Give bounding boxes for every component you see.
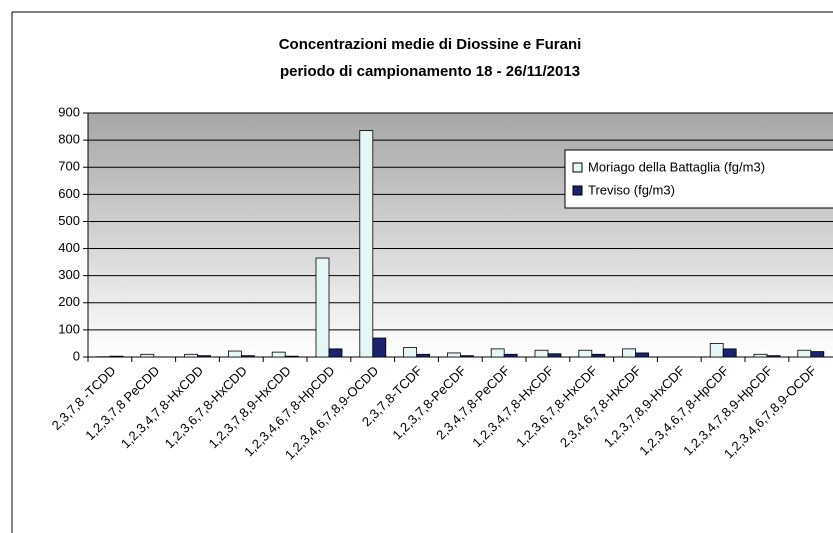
bar (753, 353, 768, 358)
bar (240, 355, 255, 358)
y-tick-label: 100 (58, 321, 80, 336)
legend-box (564, 149, 833, 209)
x-tick-label: 1,2,3,6,7,8-HxCDD (162, 363, 250, 451)
bar (578, 349, 593, 358)
y-tick-label: 0 (73, 348, 80, 363)
x-tick-label: 1,2,3,4,7,8-HxCDF (469, 363, 556, 450)
x-tick-label: 2,3,4,6,7,8-HxCDF (557, 363, 644, 450)
bar (315, 257, 330, 358)
y-tick-label: 200 (58, 294, 80, 309)
y-tick-label: 700 (58, 159, 80, 174)
bar (271, 351, 286, 358)
bar (797, 349, 812, 358)
y-tick-label: 500 (58, 213, 80, 228)
x-tick-label: 1,2,3,6,7,8-HxCDF (513, 363, 600, 450)
bar (359, 130, 374, 358)
bar (766, 355, 781, 358)
legend-label: Moriago della Battaglia (fg/m3) (588, 159, 765, 174)
chart-subtitle: periodo di campionamento 18 - 26/11/2013 (280, 63, 580, 80)
bar (328, 348, 343, 358)
y-tick-label: 400 (58, 240, 80, 255)
bar (197, 355, 212, 358)
legend-label: Treviso (fg/m3) (588, 182, 675, 197)
bar (534, 349, 549, 358)
bar (591, 353, 606, 358)
bar (227, 350, 242, 358)
bar (184, 353, 199, 358)
bar (372, 337, 387, 358)
y-tick-label: 900 (58, 104, 80, 119)
x-tick-label: 1,2,3,4,7,8-HxCDD (118, 363, 206, 451)
x-tick-label: 1,2,3,7,8 PeCDD (82, 363, 162, 443)
bar (446, 352, 461, 358)
bar (547, 353, 562, 358)
bar (140, 353, 155, 358)
bar (284, 355, 299, 358)
legend: Moriago della Battaglia (fg/m3) Treviso (… (564, 149, 833, 209)
y-tick-label: 800 (58, 132, 80, 147)
bar (635, 352, 649, 358)
bar (810, 351, 825, 358)
bar (109, 355, 124, 358)
legend-swatch (572, 162, 583, 173)
y-tick-label: 300 (58, 267, 80, 282)
bar (622, 348, 636, 358)
bar (709, 343, 724, 358)
x-tick-label: 1,2,3,7,8,9-HxCDD (205, 363, 293, 451)
bar (722, 348, 737, 358)
bar (416, 353, 431, 358)
y-tick-label: 600 (58, 186, 80, 201)
bar (403, 347, 418, 358)
bar (503, 353, 518, 358)
x-tick-label: 1,2,3,7,8,9-HxCDF (601, 363, 688, 450)
bar (459, 355, 474, 358)
bar (490, 348, 505, 358)
legend-swatch (572, 185, 583, 196)
chart-title: Concentrazioni medie di Diossine e Furan… (279, 36, 582, 53)
